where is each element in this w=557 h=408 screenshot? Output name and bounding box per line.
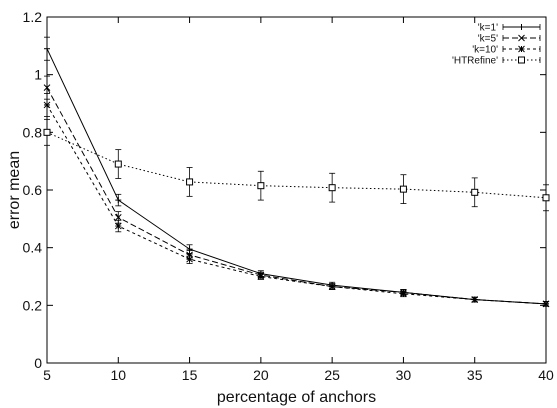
x-tick-label: 30 — [396, 367, 412, 383]
y-tick-label: 0 — [34, 355, 42, 371]
data-point — [329, 185, 335, 191]
series-line — [47, 132, 546, 197]
series-line — [47, 49, 546, 304]
data-point — [187, 179, 193, 185]
y-tick-label: 0.2 — [23, 297, 43, 313]
data-point — [543, 195, 549, 201]
data-point — [115, 161, 121, 167]
x-tick-label: 15 — [182, 367, 198, 383]
legend-label: 'k=10' — [472, 45, 498, 56]
x-tick-label: 35 — [467, 367, 483, 383]
data-point — [400, 186, 406, 192]
y-tick-label: 0.4 — [23, 240, 43, 256]
x-tick-label: 20 — [253, 367, 269, 383]
x-tick-label: 10 — [110, 367, 126, 383]
plot-border — [47, 17, 546, 363]
series-line — [47, 105, 546, 304]
y-tick-label: 1.2 — [23, 9, 43, 25]
series-layer — [44, 37, 549, 307]
x-tick-label: 40 — [538, 367, 554, 383]
y-tick-label: 0.6 — [23, 182, 43, 198]
legend-label: 'k=5' — [478, 34, 498, 45]
data-point — [472, 189, 478, 195]
y-tick-label: 1 — [34, 67, 42, 83]
data-point — [44, 129, 50, 135]
legend-marker — [519, 57, 525, 63]
series-3 — [44, 119, 549, 210]
data-point — [258, 183, 264, 189]
x-axis-label: percentage of anchors — [217, 389, 376, 406]
series-0 — [44, 37, 549, 307]
x-tick-label: 5 — [43, 367, 51, 383]
legend-label: 'HTRefine' — [452, 56, 498, 67]
legend: 'k=1''k=5''k=10''HTRefine' — [452, 23, 540, 67]
plot-frame — [47, 17, 546, 363]
y-axis-label: error mean — [6, 151, 23, 229]
y-tick-label: 0.8 — [23, 124, 43, 140]
x-tick-label: 25 — [324, 367, 340, 383]
legend-label: 'k=1' — [478, 23, 498, 34]
series-line — [47, 88, 546, 304]
